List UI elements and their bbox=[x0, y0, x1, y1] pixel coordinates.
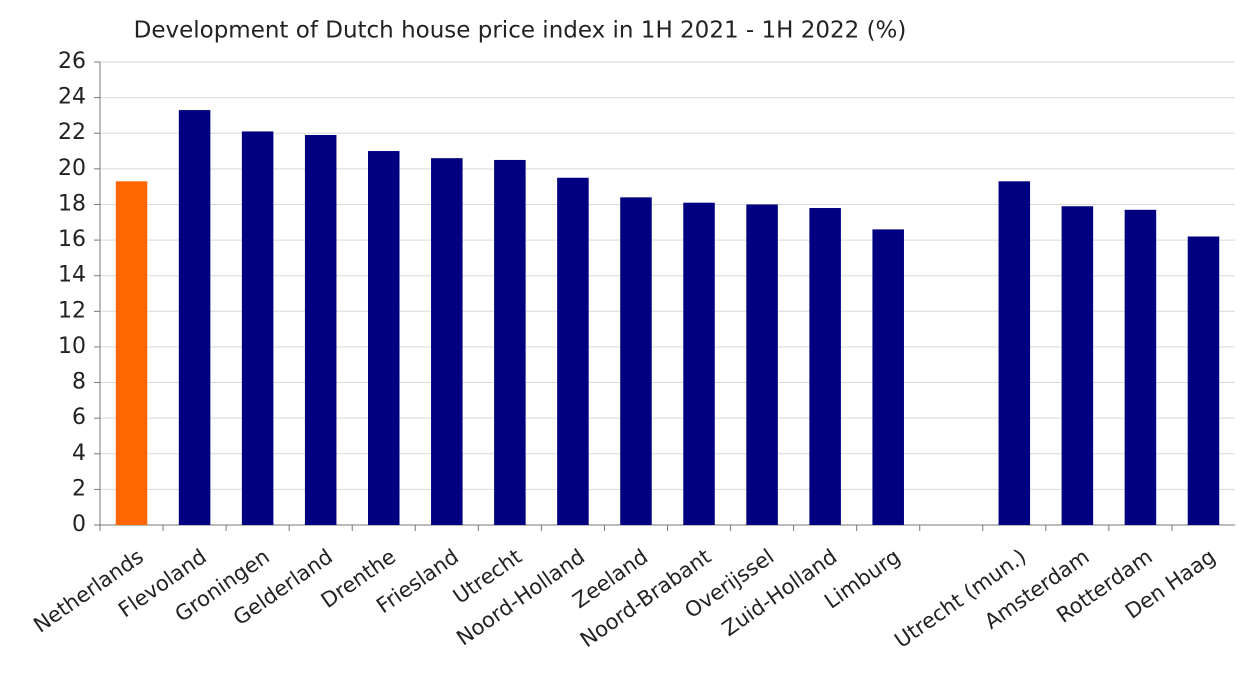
y-tick-label: 16 bbox=[58, 227, 86, 252]
bar bbox=[115, 181, 148, 526]
bar bbox=[872, 229, 904, 525]
y-tick-label: 6 bbox=[72, 405, 86, 430]
y-tick-label: 20 bbox=[58, 156, 86, 181]
y-tick-label: 8 bbox=[72, 370, 86, 395]
bar bbox=[178, 110, 211, 525]
bar bbox=[746, 204, 778, 525]
y-tick-label: 2 bbox=[72, 476, 86, 501]
y-tick-label: 4 bbox=[72, 441, 86, 466]
bar bbox=[620, 197, 652, 526]
y-tick-label: 12 bbox=[58, 298, 86, 323]
bar bbox=[998, 181, 1031, 526]
bar bbox=[683, 202, 715, 525]
y-tick-label: 26 bbox=[58, 49, 86, 74]
bar bbox=[304, 135, 337, 525]
y-tick-label: 24 bbox=[58, 85, 86, 110]
chart-title: Development of Dutch house price index i… bbox=[134, 18, 907, 44]
bar bbox=[431, 158, 463, 525]
bar bbox=[557, 177, 589, 525]
bar bbox=[1187, 236, 1220, 525]
bar bbox=[241, 131, 274, 525]
bar bbox=[809, 208, 841, 525]
y-tick-label: 22 bbox=[58, 120, 86, 145]
bar bbox=[367, 151, 400, 526]
y-tick-label: 18 bbox=[58, 191, 86, 216]
bar bbox=[494, 159, 526, 525]
bar bbox=[1124, 209, 1157, 526]
y-tick-label: 10 bbox=[58, 334, 86, 359]
y-tick-label: 0 bbox=[72, 512, 86, 537]
bar bbox=[1061, 206, 1094, 525]
y-tick-label: 14 bbox=[58, 263, 86, 288]
